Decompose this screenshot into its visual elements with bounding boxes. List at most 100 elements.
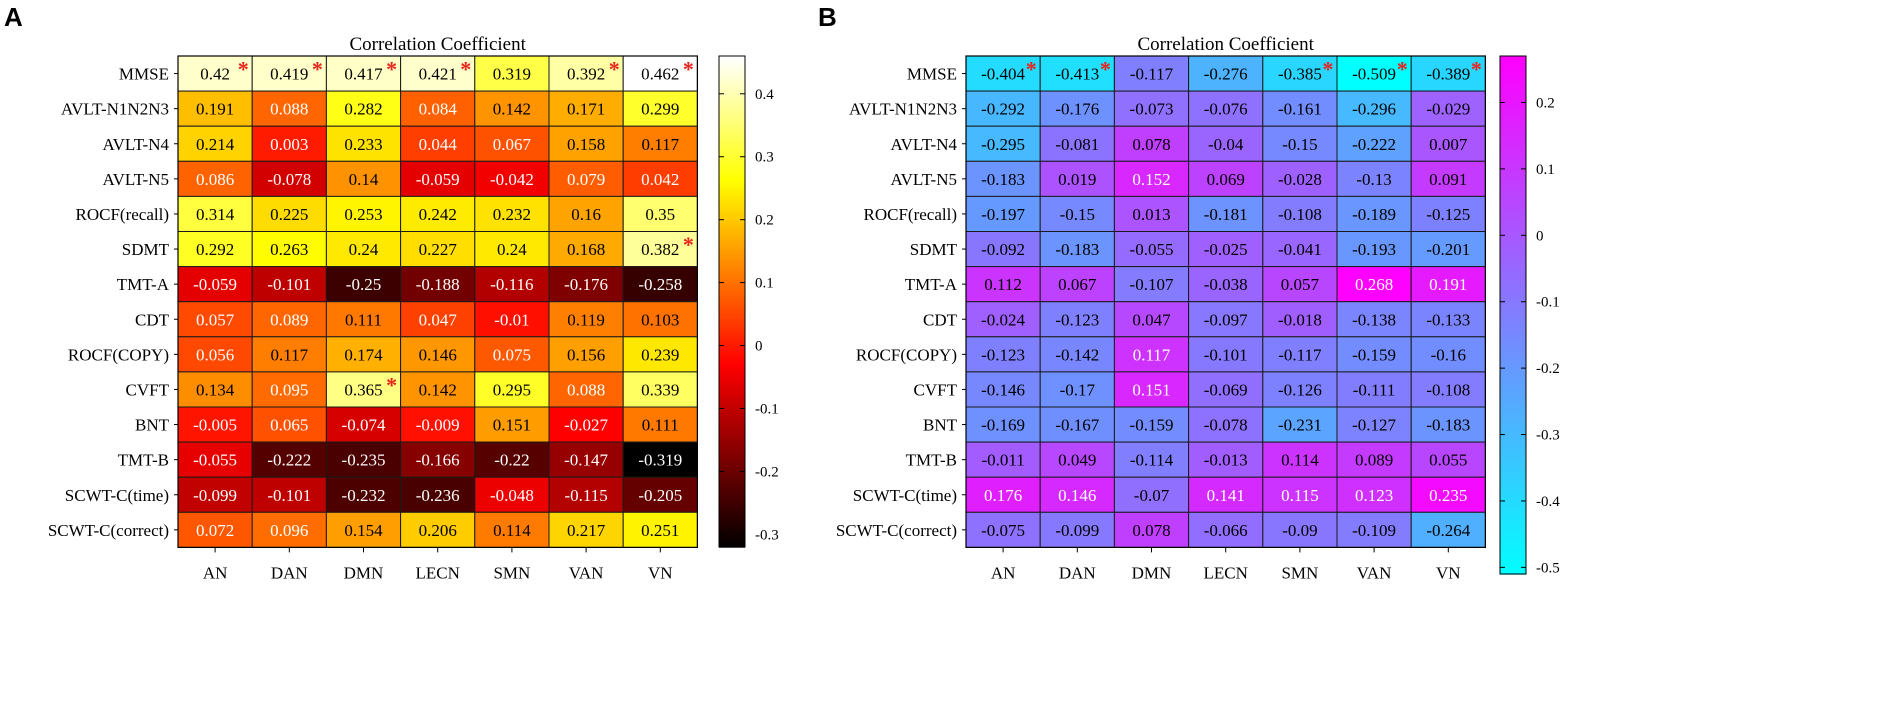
colorbar-segment — [719, 399, 745, 404]
colorbar-segment — [719, 390, 745, 395]
cell-value-label: -0.029 — [1426, 100, 1470, 119]
cell-value-label: -0.059 — [416, 170, 460, 189]
column-label: LECN — [416, 563, 460, 582]
colorbar-segment — [719, 473, 745, 478]
colorbar-segment — [1500, 175, 1526, 180]
cell-value-label: 0.233 — [344, 135, 382, 154]
heatmap-cell — [1336, 231, 1412, 268]
cell-value-label: -0.385 — [1278, 65, 1322, 84]
cell-value-label: 0.382 — [641, 240, 679, 259]
heatmap-cell — [1262, 301, 1338, 338]
cell-value-label: -0.15 — [1282, 135, 1317, 154]
cell-value-label: -0.176 — [564, 275, 608, 294]
colorbar-segment — [1500, 370, 1526, 374]
colorbar-segment — [1500, 499, 1526, 504]
cell-value-label: -0.159 — [1352, 345, 1396, 364]
heatmap-cell — [251, 441, 327, 478]
heatmap-cell — [1262, 231, 1338, 268]
colorbar-segment — [719, 507, 745, 511]
colorbar-segment — [1500, 376, 1526, 381]
cell-value-label: -0.183 — [981, 170, 1025, 189]
column-label: VAN — [569, 563, 604, 582]
heatmap-cell — [1262, 55, 1338, 92]
cell-value-label: 0.134 — [196, 380, 235, 399]
colorbar-segment — [1500, 395, 1526, 400]
colorbar-segment — [1500, 548, 1526, 553]
row-label: AVLT-N5 — [891, 170, 957, 189]
colorbar-segment — [1500, 525, 1526, 530]
colorbar-segment — [719, 59, 745, 63]
colorbar-segment — [719, 528, 745, 533]
colorbar-segment — [1500, 493, 1526, 497]
colorbar-segment — [1500, 159, 1526, 164]
cell-value-label: -0.142 — [1055, 345, 1099, 364]
colorbar-segment — [719, 534, 745, 539]
colorbar-segment — [1500, 94, 1526, 99]
cell-value-label: 0.24 — [497, 240, 527, 259]
colorbar-segment — [719, 206, 745, 211]
row-label: AVLT-N1N2N3 — [849, 100, 957, 119]
colorbar-segment — [719, 62, 745, 66]
heatmap-cell — [400, 301, 476, 338]
colorbar-tick-label: 0.1 — [755, 276, 774, 292]
colorbar-segment — [719, 215, 745, 220]
colorbar-segment — [719, 485, 745, 490]
colorbar-segment — [719, 166, 745, 171]
cell-value-label: 0.339 — [641, 380, 679, 399]
colorbar-segment — [719, 77, 745, 82]
colorbar-segment — [719, 494, 745, 499]
heatmap-cell — [1336, 55, 1412, 92]
heatmap-cell — [251, 55, 327, 92]
colorbar-segment — [719, 111, 745, 116]
cell-value-label: -0.193 — [1352, 240, 1396, 259]
colorbar-segment — [719, 504, 745, 508]
cell-value-label: -0.04 — [1208, 135, 1244, 154]
colorbar-segment — [719, 491, 745, 496]
heatmap-cell — [1336, 266, 1412, 303]
cell-value-label: 0.225 — [270, 205, 308, 224]
heatmap-cell — [548, 266, 624, 303]
colorbar-segment — [719, 439, 745, 444]
cell-value-label: 0.075 — [493, 345, 531, 364]
cell-value-label: 0.103 — [641, 310, 679, 329]
heatmap-cell — [1188, 336, 1264, 373]
cell-value-label: 0.191 — [196, 100, 234, 119]
colorbar-segment — [719, 411, 745, 416]
colorbar-segment — [719, 264, 745, 269]
heatmap-cell — [622, 231, 698, 268]
colorbar-segment — [1500, 221, 1526, 226]
heatmap-cell — [1188, 476, 1264, 513]
colorbar-tick-label: -0.3 — [1536, 428, 1560, 444]
colorbar-segment — [719, 126, 745, 131]
colorbar-segment — [719, 319, 745, 324]
cell-value-label: 0.152 — [1132, 170, 1170, 189]
colorbar-segment — [1500, 544, 1526, 549]
heatmap-cell — [1039, 266, 1115, 303]
cell-value-label: -0.146 — [981, 380, 1025, 399]
colorbar-segment — [1500, 59, 1526, 64]
colorbar-segment — [1500, 496, 1526, 501]
colorbar-segment — [719, 344, 745, 349]
heatmap-cell — [177, 160, 253, 197]
colorbar-segment — [1500, 182, 1526, 187]
colorbar-segment — [1500, 412, 1526, 417]
cell-value-label: 0.089 — [270, 310, 308, 329]
colorbar-segment — [1500, 81, 1526, 86]
colorbar-segment — [719, 221, 745, 226]
cell-value-label: -0.116 — [490, 275, 533, 294]
row-label: SDMT — [910, 240, 958, 259]
cell-value-label: -0.099 — [1055, 521, 1099, 540]
heatmap-cell — [1113, 125, 1190, 162]
heatmap-cell — [1039, 231, 1115, 268]
colorbar-segment — [1500, 538, 1526, 543]
cell-value-label: -0.235 — [342, 451, 386, 470]
heatmap-cell — [1113, 336, 1190, 373]
cell-value-label: 0.214 — [196, 135, 235, 154]
heatmap-cell — [251, 160, 327, 197]
heatmap-cell — [1410, 90, 1486, 127]
colorbar-segment — [1500, 331, 1526, 336]
heatmap-cell — [1336, 511, 1412, 548]
heatmap-cell — [622, 90, 698, 127]
colorbar-segment — [719, 307, 745, 312]
significance-marker: * — [460, 57, 471, 82]
